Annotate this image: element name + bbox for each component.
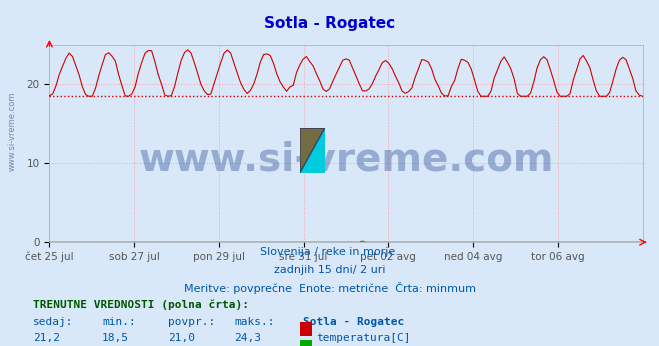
Text: TRENUTNE VREDNOSTI (polna črta):: TRENUTNE VREDNOSTI (polna črta): xyxy=(33,299,249,310)
Polygon shape xyxy=(300,128,325,173)
Text: Slovenija / reke in morje.: Slovenija / reke in morje. xyxy=(260,247,399,257)
Text: Meritve: povprečne  Enote: metrične  Črta: minmum: Meritve: povprečne Enote: metrične Črta:… xyxy=(183,282,476,294)
Text: temperatura[C]: temperatura[C] xyxy=(316,333,411,343)
Text: www.si-vreme.com: www.si-vreme.com xyxy=(8,92,17,171)
Text: Sotla - Rogatec: Sotla - Rogatec xyxy=(264,16,395,30)
Text: www.si-vreme.com: www.si-vreme.com xyxy=(138,140,554,179)
Text: Sotla - Rogatec: Sotla - Rogatec xyxy=(303,317,405,327)
Text: 21,2: 21,2 xyxy=(33,333,60,343)
Polygon shape xyxy=(300,128,325,173)
Text: 24,3: 24,3 xyxy=(234,333,261,343)
Text: povpr.:: povpr.: xyxy=(168,317,215,327)
Text: zadnjih 15 dni/ 2 uri: zadnjih 15 dni/ 2 uri xyxy=(273,265,386,275)
Text: 21,0: 21,0 xyxy=(168,333,195,343)
Text: sedaj:: sedaj: xyxy=(33,317,73,327)
Polygon shape xyxy=(300,128,325,173)
Text: min.:: min.: xyxy=(102,317,136,327)
Text: maks.:: maks.: xyxy=(234,317,274,327)
Text: 18,5: 18,5 xyxy=(102,333,129,343)
